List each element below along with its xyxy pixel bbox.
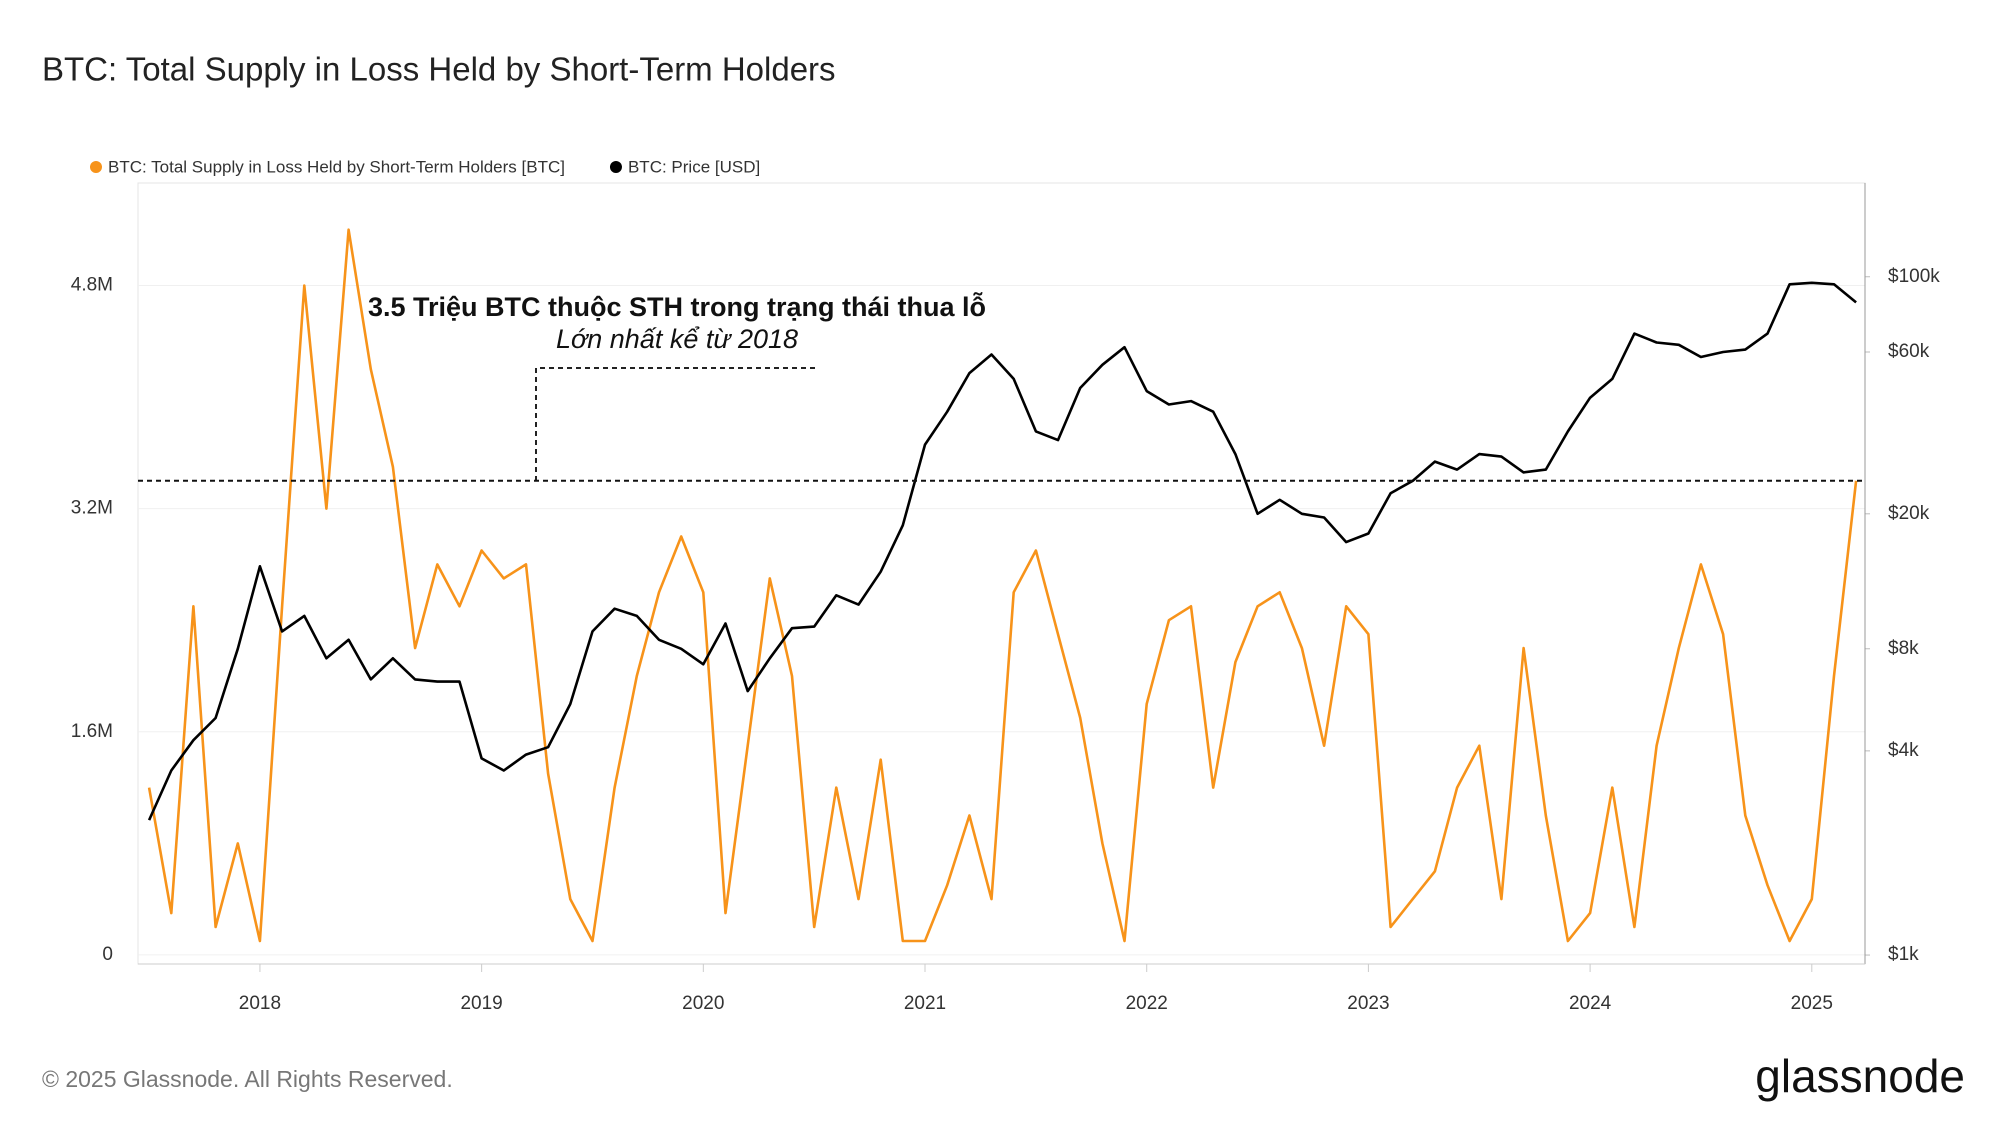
annotation-title: 3.5 Triệu BTC thuộc STH trong trạng thái… (368, 291, 986, 322)
chart-title: BTC: Total Supply in Loss Held by Short-… (42, 51, 836, 88)
x-tick-label: 2023 (1347, 993, 1389, 1014)
x-tick-label: 2019 (460, 993, 502, 1014)
x-tick-label: 2018 (239, 993, 281, 1014)
legend-marker (609, 161, 622, 173)
y2-tick-label: $1k (1888, 944, 1919, 965)
y2-tick-label: $60k (1888, 341, 1930, 362)
logo: glassnode (1755, 1050, 1965, 1102)
y-tick-label: 4.8M (71, 275, 113, 296)
x-tick-label: 2021 (904, 993, 946, 1014)
y2-tick-label: $20k (1888, 503, 1930, 524)
x-tick-label: 2025 (1791, 993, 1833, 1014)
series-line (147, 228, 1858, 943)
legend-label: BTC: Price [USD] (628, 157, 760, 176)
legend-label: BTC: Total Supply in Loss Held by Short-… (108, 157, 565, 176)
x-tick-label: 2022 (1126, 993, 1168, 1014)
y2-tick-label: $4k (1888, 740, 1919, 761)
y2-tick-label: $100k (1888, 266, 1940, 287)
legend-marker (90, 161, 102, 173)
annotation-subtitle: Lớn nhất kể từ 2018 (556, 324, 798, 354)
y-tick-label: 0 (102, 944, 113, 965)
y2-tick-label: $8k (1888, 638, 1919, 659)
series-line (147, 281, 1857, 821)
annotation-bracket (535, 367, 817, 481)
footer: © 2025 Glassnode. All Rights Reserved. (42, 1066, 453, 1092)
x-tick-label: 2020 (682, 993, 724, 1014)
x-tick-label: 2024 (1569, 993, 1612, 1014)
y-tick-label: 1.6M (71, 721, 113, 742)
y-tick-label: 3.2M (71, 498, 113, 519)
